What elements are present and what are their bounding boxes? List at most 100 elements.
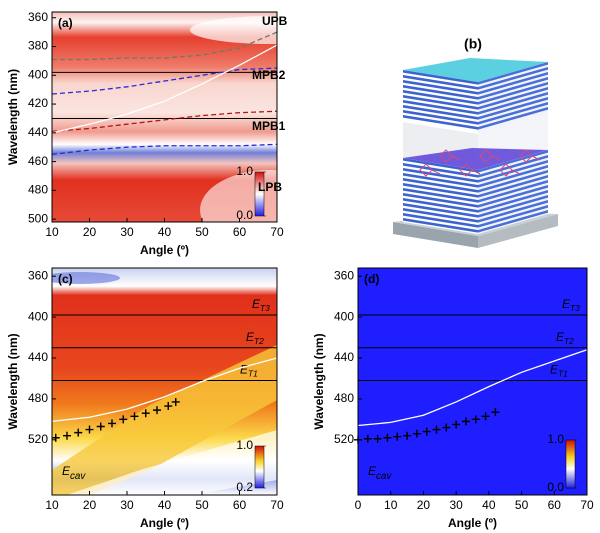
cross-marker xyxy=(119,415,128,424)
label-sub: T1 xyxy=(248,369,258,379)
series-line xyxy=(51,67,278,95)
cross-marker xyxy=(74,428,83,437)
face-left xyxy=(403,188,478,203)
colorbar-label: 1.0 xyxy=(236,438,253,452)
y-tick-label: 520 xyxy=(334,432,354,446)
cross-marker xyxy=(422,427,431,436)
y-tick-label: 480 xyxy=(28,183,48,197)
label-main: E xyxy=(368,464,377,478)
cross-marker xyxy=(130,412,139,421)
x-tick-label: 70 xyxy=(580,498,594,512)
y-tick-label: 420 xyxy=(28,96,48,110)
face-right xyxy=(478,180,548,203)
face-left xyxy=(403,163,478,178)
plot-area xyxy=(358,268,587,495)
series-label: MPB2 xyxy=(252,68,286,82)
cross-marker xyxy=(412,429,421,438)
series-label: LPB xyxy=(258,180,282,194)
y-tick-label: 360 xyxy=(28,268,48,282)
face-left xyxy=(403,100,478,115)
x-tick-label: 40 xyxy=(158,225,172,239)
series-line xyxy=(357,349,588,427)
panel-label: (c) xyxy=(58,272,73,286)
cross-marker xyxy=(51,433,60,442)
cross-marker xyxy=(461,417,470,426)
face-left xyxy=(403,70,478,85)
face-right xyxy=(478,165,548,188)
cross-marker xyxy=(153,406,161,415)
x-tick-label: 10 xyxy=(45,498,59,512)
y-tick-label: 400 xyxy=(334,309,354,323)
cavity-top xyxy=(403,148,548,170)
cross-marker xyxy=(164,402,173,411)
y-tick-label: 500 xyxy=(28,211,48,225)
y-tick-label: 520 xyxy=(28,432,48,446)
face-left xyxy=(403,218,478,233)
face-right xyxy=(478,102,548,125)
face-left xyxy=(403,183,478,198)
label-main: E xyxy=(550,363,559,377)
colorbar xyxy=(254,171,265,217)
subscript-label: ET1 xyxy=(550,363,568,379)
label-sub: T2 xyxy=(254,336,264,346)
colorbar-label: 1.0 xyxy=(547,432,564,446)
heatmap-feature xyxy=(52,345,277,495)
y-tick-label: 440 xyxy=(28,350,48,364)
molecule xyxy=(419,163,441,177)
x-tick-label: 50 xyxy=(195,225,209,239)
cross-marker xyxy=(471,415,480,424)
face-left xyxy=(403,80,478,95)
label-main: E xyxy=(240,363,249,377)
cross-marker xyxy=(442,423,451,432)
label-main: E xyxy=(62,464,71,478)
x-tick-label: 40 xyxy=(482,498,496,512)
face-left xyxy=(403,198,478,213)
label-main: E xyxy=(252,297,261,311)
top-face xyxy=(403,58,548,82)
face-left xyxy=(403,95,478,110)
face-right xyxy=(478,87,548,110)
cross-marker xyxy=(63,431,71,440)
y-tick-label: 440 xyxy=(334,350,354,364)
plot-area xyxy=(52,268,277,495)
x-axis-label: Angle (º) xyxy=(140,516,189,530)
series-line xyxy=(51,44,278,134)
label-sub: cav xyxy=(376,471,392,482)
plot-area xyxy=(52,12,277,222)
x-tick-label: 60 xyxy=(233,498,247,512)
y-axis-label: Wavelength (nm) xyxy=(312,333,326,429)
x-tick-label: 70 xyxy=(270,498,284,512)
cross-marker xyxy=(363,434,372,443)
y-tick-label: 440 xyxy=(28,125,48,139)
series-line xyxy=(51,110,278,133)
molecule xyxy=(479,149,501,163)
heatmap-feature xyxy=(66,430,277,495)
y-tick-label: 460 xyxy=(28,154,48,168)
cross-marker xyxy=(373,434,382,443)
panel-label: (d) xyxy=(364,272,379,286)
plot-frame xyxy=(357,267,588,496)
face-right xyxy=(478,205,548,228)
x-tick-label: 20 xyxy=(83,225,97,239)
label-main: E xyxy=(246,330,255,344)
face-right xyxy=(478,160,548,183)
series-label: MPB1 xyxy=(252,119,286,133)
x-tick-label: 10 xyxy=(384,498,398,512)
x-tick-label: 30 xyxy=(120,225,134,239)
x-tick-label: 60 xyxy=(548,498,562,512)
face-left xyxy=(403,158,478,173)
face-right xyxy=(478,195,548,218)
face-right xyxy=(478,210,548,233)
y-tick-label: 480 xyxy=(334,391,354,405)
heatmap-feature xyxy=(190,16,277,44)
cross-marker xyxy=(96,422,105,431)
x-tick-label: 20 xyxy=(417,498,431,512)
face-right xyxy=(478,170,548,193)
y-tick-label: 480 xyxy=(28,391,48,405)
face-left xyxy=(403,193,478,208)
face-left xyxy=(403,178,478,193)
colorbar-label: 0.0 xyxy=(547,480,564,494)
molecule xyxy=(519,149,541,163)
heatmap xyxy=(358,268,587,495)
